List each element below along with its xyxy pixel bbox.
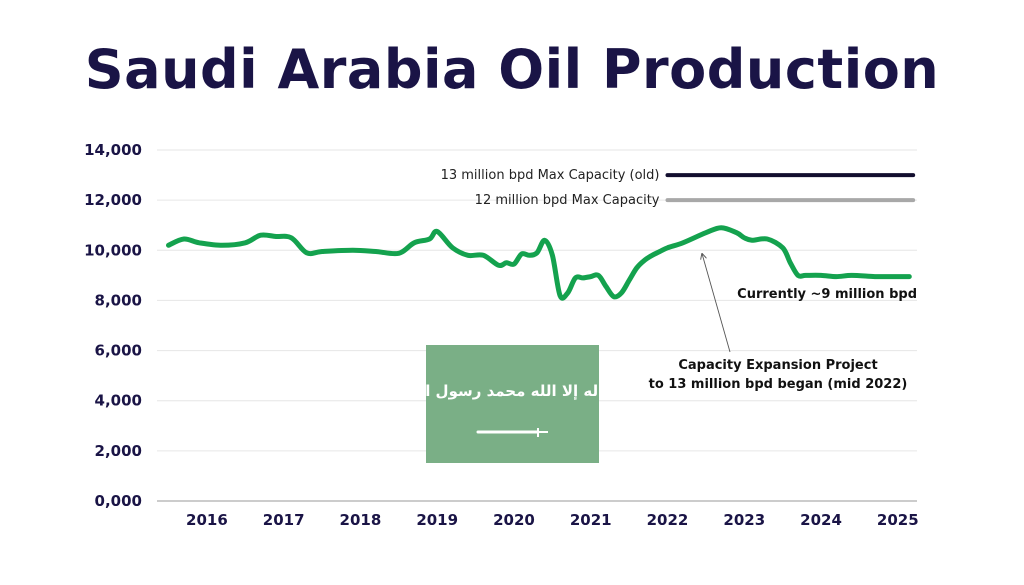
- y-tick-label: 4,000: [95, 392, 142, 410]
- data-point: [627, 279, 631, 282]
- data-point: [612, 295, 615, 298]
- data-point: [835, 275, 838, 278]
- data-point: [796, 274, 800, 277]
- x-tick-label: 2021: [570, 511, 612, 529]
- annotation-expansion-line: Capacity Expansion Project: [678, 358, 877, 373]
- data-point: [520, 252, 523, 256]
- data-point: [351, 249, 354, 252]
- data-point: [604, 285, 608, 288]
- data-point: [182, 237, 186, 241]
- data-point: [428, 237, 431, 241]
- data-point: [658, 250, 661, 253]
- data-point: [581, 276, 585, 280]
- data-point: [535, 251, 539, 254]
- reference-line-label: 13 million bpd Max Capacity (old): [441, 168, 660, 183]
- data-point: [259, 234, 262, 237]
- data-point: [681, 241, 685, 244]
- x-tick-label: 2018: [340, 511, 382, 529]
- data-point: [743, 236, 746, 239]
- y-tick-label: 12,000: [84, 191, 142, 209]
- data-point: [320, 250, 324, 253]
- data-point: [574, 276, 577, 280]
- x-tick-label: 2020: [493, 511, 535, 529]
- flag-shahada: لا إله إلا الله محمد رسول الله: [404, 382, 619, 400]
- data-point: [244, 241, 247, 244]
- data-point: [651, 254, 654, 257]
- data-point: [505, 261, 508, 264]
- data-point: [528, 254, 531, 257]
- data-point: [274, 235, 278, 238]
- data-point: [497, 264, 500, 267]
- y-tick-label: 2,000: [95, 442, 142, 460]
- x-tick-label: 2025: [877, 511, 919, 529]
- y-tick-label: 0,000: [95, 492, 142, 510]
- annotations: Currently ~9 million bpd Capacity Expansi…: [649, 254, 917, 392]
- data-point: [198, 241, 201, 244]
- y-tick-label: 6,000: [95, 342, 142, 360]
- data-point: [558, 294, 562, 297]
- x-tick-label: 2016: [186, 511, 228, 529]
- data-point: [850, 274, 853, 277]
- data-point: [666, 246, 669, 249]
- flag-background: [426, 345, 599, 463]
- data-point: [908, 275, 911, 278]
- x-tick-label: 2017: [263, 511, 305, 529]
- data-point: [482, 254, 485, 257]
- data-point: [704, 231, 708, 234]
- data-point: [720, 226, 723, 229]
- data-point: [635, 266, 638, 269]
- y-tick-label: 14,000: [84, 141, 142, 159]
- data-point: [436, 230, 439, 233]
- data-point: [643, 259, 646, 262]
- data-point: [413, 241, 416, 244]
- x-tick-label: 2023: [723, 511, 765, 529]
- data-point: [466, 254, 470, 257]
- data-point: [566, 291, 569, 295]
- data-point: [397, 252, 400, 255]
- data-point: [290, 236, 293, 239]
- data-point: [819, 274, 823, 277]
- data-point: [597, 274, 600, 277]
- annotation-current-production: Currently ~9 million bpd: [737, 287, 917, 302]
- data-point: [167, 244, 170, 247]
- y-tick-label: 8,000: [95, 291, 142, 309]
- data-point: [888, 275, 892, 278]
- axes: 0,000 2,000 4,000 6,000 8,000 10,000 12,000 14,…: [84, 141, 919, 529]
- data-point: [789, 261, 792, 264]
- data-point: [750, 239, 754, 242]
- saudi-flag: لا إله إلا الله محمد رسول الله: [404, 345, 620, 463]
- annotation-expansion-line: to 13 million bpd began (mid 2022): [649, 377, 908, 392]
- data-point: [766, 237, 769, 241]
- series-layer: [166, 225, 912, 301]
- x-tick-label: 2022: [647, 511, 689, 529]
- data-point: [543, 239, 546, 242]
- data-point: [221, 244, 224, 247]
- data-point: [873, 275, 876, 278]
- data-point: [512, 262, 516, 266]
- x-tick-label: 2024: [800, 511, 842, 529]
- x-tick-label: 2019: [416, 511, 458, 529]
- y-tick-label: 10,000: [84, 241, 142, 259]
- reference-lines: 13 million bpd Max Capacity (old) 12 mill…: [441, 168, 916, 208]
- data-point: [374, 250, 377, 253]
- data-point: [305, 251, 308, 254]
- data-point: [804, 274, 807, 277]
- reference-line-label: 12 million bpd Max Capacity: [475, 193, 660, 208]
- data-point: [735, 231, 738, 234]
- data-point: [451, 246, 454, 249]
- data-point: [551, 254, 554, 257]
- annotation-arrow: [702, 254, 731, 353]
- chart-title: Saudi Arabia Oil Production: [84, 38, 940, 101]
- data-point: [781, 246, 784, 249]
- data-point: [589, 275, 592, 278]
- data-point: [620, 291, 623, 295]
